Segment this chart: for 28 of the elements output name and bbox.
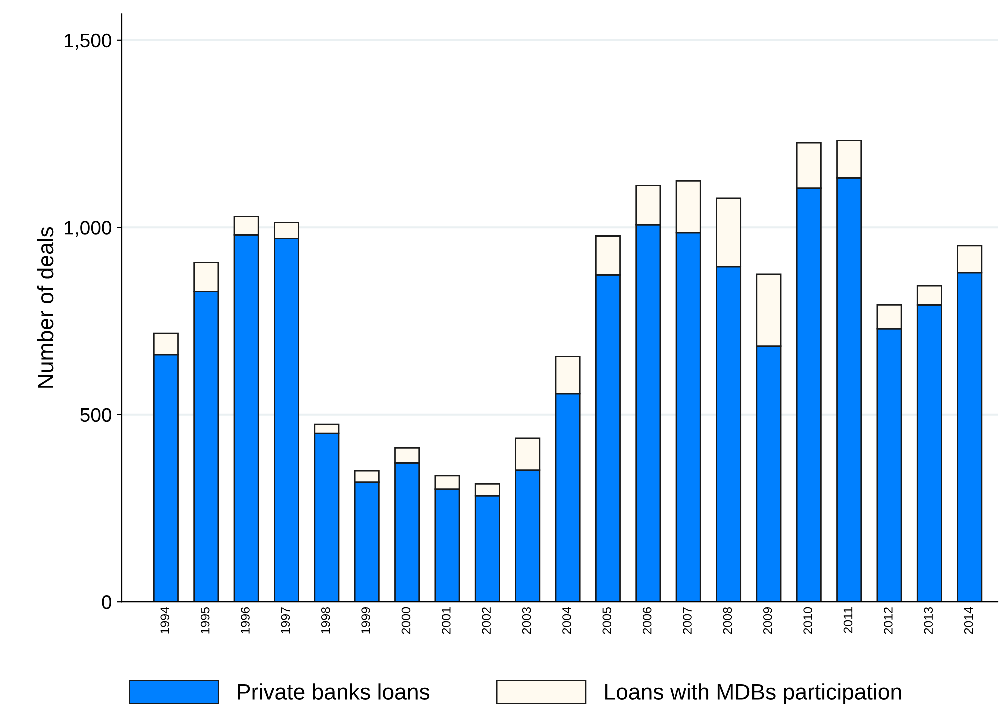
x-tick-label: 1999	[362, 608, 370, 634]
x-tick-label: 2003	[522, 607, 532, 634]
y-axis-title: Number of deals	[37, 227, 54, 388]
x-tick-label: 1994	[160, 607, 170, 634]
x-tick-label: 2002	[482, 608, 492, 634]
x-tick-label: 2006	[642, 607, 652, 634]
x-tick-label: 2007	[683, 608, 692, 634]
x-tick-label: 2011	[844, 608, 853, 634]
y-tick-label: 1,500	[65, 34, 112, 50]
x-tick-label: 1995	[200, 607, 210, 634]
x-tick-label: 2012	[884, 608, 893, 634]
x-tick-label: 1998	[321, 607, 330, 634]
x-tick-label: 2000	[402, 607, 411, 634]
x-tick-label: 1997	[281, 608, 290, 634]
legend-label: Private banks loans	[238, 684, 430, 700]
legend-label: Loans with MDBs participation	[606, 684, 902, 704]
y-tick-label: 1,000	[65, 221, 112, 238]
x-tick-label: 1996	[241, 607, 250, 634]
y-tick-label: 500	[80, 408, 112, 422]
y-tick-label: 0	[102, 596, 112, 610]
x-tick-label: 2008	[723, 607, 732, 634]
x-tick-label: 2001	[442, 608, 451, 634]
x-tick-label: 2009	[763, 608, 772, 634]
x-tick-label: 2005	[602, 607, 612, 634]
x-tick-label: 2004	[562, 607, 572, 634]
x-tick-label: 2014	[964, 607, 974, 634]
x-tick-label: 2010	[804, 607, 812, 634]
x-tick-label: 2013	[924, 607, 934, 634]
